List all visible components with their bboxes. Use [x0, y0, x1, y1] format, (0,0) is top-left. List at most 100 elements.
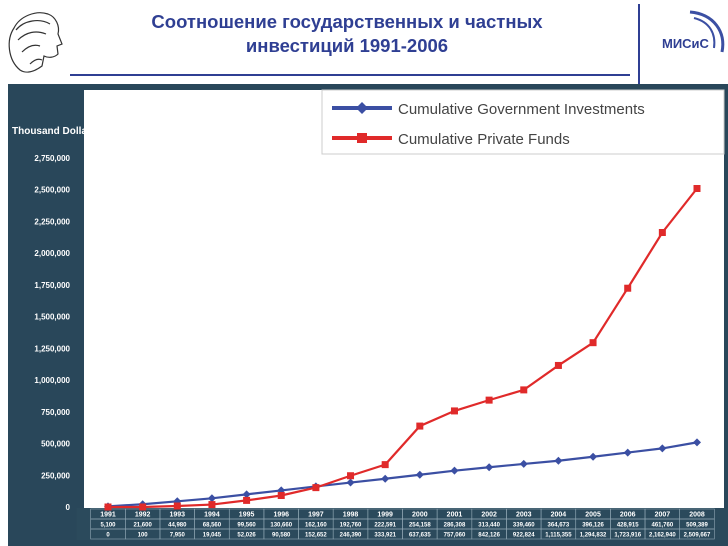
x-tick-label: 2003: [516, 512, 532, 519]
legend: Cumulative Government Investments Cumula…: [321, 89, 725, 155]
logo-text: МИСиС: [662, 36, 710, 51]
table-value-label: 396,126: [582, 523, 604, 529]
table-value-label: 509,389: [686, 523, 708, 529]
table-value-label: 52,026: [237, 533, 256, 539]
data-point-private: [520, 386, 528, 394]
data-point-private: [658, 229, 666, 237]
data-point-private: [243, 496, 251, 504]
data-point-government: [346, 478, 355, 487]
data-point-private: [173, 502, 181, 510]
data-point-government: [519, 459, 528, 468]
x-tick-label: 1991: [100, 512, 116, 519]
table-value-label: 222,591: [374, 523, 396, 529]
y-tick-label: 2,500,000: [34, 186, 70, 195]
table-value-label: 246,390: [340, 533, 362, 539]
data-point-private: [277, 492, 285, 500]
series-layer: [104, 185, 701, 511]
misis-logo-icon: МИСиС: [662, 10, 725, 53]
data-point-private: [312, 484, 320, 492]
data-point-private: [381, 461, 389, 469]
legend-box: [321, 89, 725, 155]
x-tick-label: 1993: [170, 512, 186, 519]
table-value-label: 2,509,667: [684, 533, 711, 539]
y-tick-label: 1,000,000: [34, 376, 70, 385]
y-tick-label: 1,750,000: [34, 281, 70, 290]
table-value-label: 364,673: [548, 523, 570, 529]
table-value-label: 637,635: [409, 533, 431, 539]
table-value-label: 2,162,940: [649, 533, 676, 539]
profile-head-icon: [8, 12, 63, 73]
table-value-label: 1,115,355: [545, 533, 572, 539]
y-tick-label: 1,500,000: [34, 313, 70, 322]
y-tick-label: 250,000: [41, 471, 70, 480]
data-point-government: [450, 466, 459, 475]
x-tick-label: 2000: [412, 512, 428, 519]
table-value-label: 461,760: [652, 523, 674, 529]
table-value-label: 1,294,832: [580, 533, 607, 539]
legend-marker-private: [357, 133, 367, 143]
table-value-label: 842,126: [478, 533, 500, 539]
data-point-private: [139, 503, 147, 511]
x-tick-label: 1996: [273, 512, 289, 519]
y-tick-label: 750,000: [41, 408, 70, 417]
x-tick-label: 1997: [308, 512, 324, 519]
table-value-label: 21,600: [133, 523, 152, 529]
table-value-label: 7,950: [170, 533, 186, 539]
series-line-private: [107, 187, 698, 509]
table-value-label: 254,158: [409, 523, 431, 529]
legend-label-private: Cumulative Private Funds: [398, 131, 570, 148]
table-value-label: 313,440: [478, 523, 500, 529]
table-value-label: 339,460: [513, 523, 535, 529]
data-point-government: [658, 444, 667, 453]
y-tick-label: 2,000,000: [34, 249, 70, 258]
data-point-government: [207, 494, 216, 503]
table-value-label: 100: [138, 533, 149, 539]
table-value-label: 333,921: [374, 533, 396, 539]
table-value-label: 428,915: [617, 523, 639, 529]
data-point-government: [415, 470, 424, 479]
data-point-private: [589, 339, 597, 347]
data-point-private: [554, 361, 562, 369]
data-point-private: [693, 185, 701, 193]
title-rule: [70, 74, 630, 76]
series-line-government: [107, 441, 698, 508]
slide-title-line-1: Соотношение государственных и частных: [151, 11, 543, 32]
data-point-private: [485, 396, 493, 404]
data-point-private: [104, 503, 112, 511]
table-value-label: 757,060: [444, 533, 466, 539]
y-tick-label: 500,000: [41, 440, 70, 449]
data-table: 1991 1992 1993 1994 1995 1996 1997 1998 1999 2000…: [76, 508, 728, 540]
table-value-label: 922,824: [513, 533, 535, 539]
logo-divider: [638, 4, 640, 86]
data-point-private: [208, 501, 216, 509]
x-tick-label: 2005: [585, 512, 601, 519]
table-value-label: 286,308: [444, 523, 466, 529]
data-point-private: [450, 407, 458, 415]
slide-title: Соотношение государственных и частных ин…: [72, 10, 622, 58]
data-point-government: [554, 456, 563, 465]
table-value-label: 1,723,916: [614, 533, 641, 539]
table-value-label: 90,580: [272, 533, 291, 539]
data-point-government: [693, 438, 701, 447]
data-point-private: [624, 284, 632, 292]
y-tick-label: 2,250,000: [34, 217, 70, 226]
table-value-label: 44,980: [168, 523, 187, 529]
y-axis-ticks: 0 250,000 500,000 750,000 1,000,000 1,250,000…: [34, 154, 70, 512]
table-value-label: 192,760: [340, 523, 362, 529]
table-value-label: 19,045: [203, 533, 222, 539]
y-axis-label: Thousand Dollars: [12, 126, 97, 137]
x-tick-label: 2004: [551, 512, 567, 519]
x-tick-label: 1994: [204, 512, 220, 519]
x-tick-label: 2006: [620, 512, 636, 519]
y-tick-label: 2,750,000: [34, 154, 70, 163]
table-value-label: 68,560: [203, 523, 222, 529]
slide-title-line-2: инвестиций 1991-2006: [245, 35, 449, 56]
data-point-government: [623, 448, 632, 457]
legend-label-government: Cumulative Government Investments: [398, 101, 645, 118]
x-tick-label: 1992: [135, 512, 151, 519]
data-point-government: [485, 463, 494, 472]
data-point-government: [589, 452, 598, 461]
table-value-label: 0: [106, 533, 110, 539]
table-cell: [679, 528, 715, 540]
